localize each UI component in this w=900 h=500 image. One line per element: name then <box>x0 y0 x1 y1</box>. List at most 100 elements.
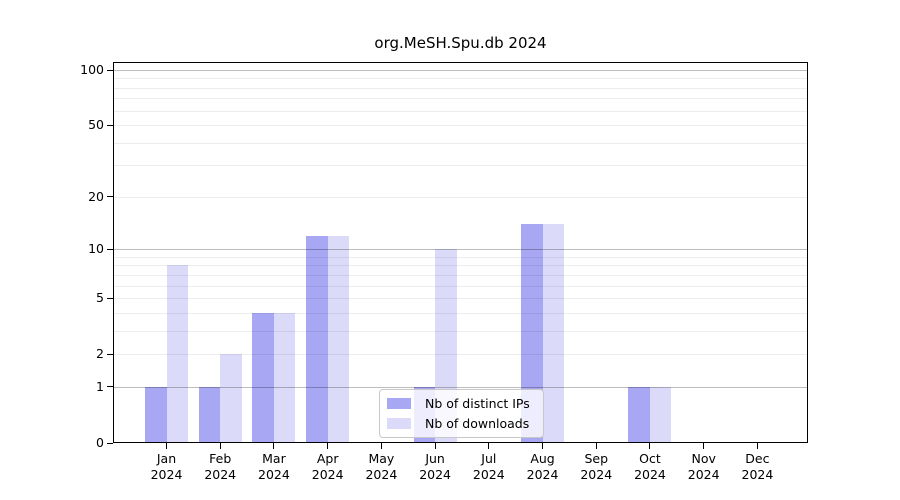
bar-distinct-ips-feb <box>198 386 221 443</box>
y-tick-mark-2 <box>107 353 113 355</box>
x-tick-label-month: Jul <box>481 451 497 466</box>
gridline-major-10 <box>114 249 807 251</box>
x-tick-label-year: 2024 <box>687 467 720 482</box>
bar-distinct-ips-mar <box>252 312 274 443</box>
y-tick-mark-100 <box>107 69 113 71</box>
y-tick-label-1: 1 <box>96 378 104 394</box>
y-tick-mark-20 <box>107 196 113 198</box>
x-tick-label-feb: Feb 2024 <box>190 451 250 483</box>
x-tick-label-year: 2024 <box>472 467 505 482</box>
x-tick-label-jan: Jan 2024 <box>137 451 197 483</box>
legend: Nb of distinct IPs Nb of downloads <box>379 389 544 438</box>
bar-downloads-jan <box>166 265 188 443</box>
gridline-minor-8 <box>114 265 807 267</box>
gridline-minor-60 <box>114 110 807 112</box>
gridline-minor-6 <box>114 285 807 287</box>
x-tick-label-year: 2024 <box>311 467 344 482</box>
x-tick-label-month: Feb <box>209 451 232 466</box>
bar-downloads-apr <box>327 235 350 443</box>
bar-distinct-ips-jan <box>145 386 167 443</box>
x-tick-label-month: Nov <box>691 451 716 466</box>
chart-title: org.MeSH.Spu.db 2024 <box>374 34 547 52</box>
gridline-major-100 <box>114 70 807 71</box>
x-tick-mark-aug <box>542 443 544 449</box>
y-tick-label-10: 10 <box>88 241 104 257</box>
gridline-minor-30 <box>114 165 807 167</box>
gridline-major-1 <box>114 386 807 388</box>
gridline-minor-80 <box>114 87 807 89</box>
x-tick-mark-mar <box>273 443 275 449</box>
legend-label-downloads: Nb of downloads <box>425 415 530 431</box>
plot-area <box>113 62 808 443</box>
gridline-minor-4 <box>114 312 807 314</box>
bar-downloads-aug <box>542 224 565 443</box>
gridline-minor-40 <box>114 142 807 144</box>
x-tick-label-month: Dec <box>745 451 770 466</box>
gridline-minor-3 <box>114 330 807 332</box>
y-tick-mark-5 <box>107 297 113 299</box>
x-tick-mark-jun <box>434 443 436 449</box>
y-tick-label-20: 20 <box>88 188 104 204</box>
bar-downloads-feb <box>220 354 242 443</box>
x-tick-label-year: 2024 <box>634 467 666 482</box>
x-tick-label-year: 2024 <box>150 467 183 482</box>
x-tick-label-month: Jan <box>156 451 177 466</box>
x-tick-label-year: 2024 <box>580 467 613 482</box>
x-tick-label-nov: Nov 2024 <box>674 451 734 483</box>
x-tick-mark-sep <box>595 443 597 449</box>
x-tick-label-apr: Apr 2024 <box>298 451 358 483</box>
x-tick-label-oct: Oct 2024 <box>620 451 680 483</box>
bar-downloads-mar <box>273 312 296 443</box>
x-tick-mark-may <box>380 443 382 449</box>
x-tick-mark-nov <box>703 443 705 449</box>
gridline-minor-90 <box>114 78 807 80</box>
x-tick-label-year: 2024 <box>258 467 290 482</box>
y-tick-mark-10 <box>107 248 113 250</box>
y-tick-mark-50 <box>107 124 113 126</box>
y-tick-label-100: 100 <box>80 62 104 77</box>
x-tick-label-year: 2024 <box>365 467 398 482</box>
x-tick-label-month: Mar <box>262 451 286 466</box>
x-tick-label-aug: Aug 2024 <box>513 451 573 483</box>
x-tick-label-month: Apr <box>316 451 339 466</box>
x-tick-mark-jan <box>166 443 167 449</box>
legend-row-downloads: Nb of downloads <box>387 416 539 431</box>
x-tick-label-jul: Jul 2024 <box>459 451 519 483</box>
y-tick-mark-1 <box>107 386 113 388</box>
gridline-minor-50 <box>114 125 807 127</box>
x-tick-label-month: May <box>368 451 395 466</box>
x-tick-mark-dec <box>756 443 758 449</box>
gridline-minor-2 <box>114 354 807 356</box>
x-tick-label-month: Sep <box>584 451 609 466</box>
x-tick-label-month: Aug <box>530 451 555 466</box>
gridline-minor-5 <box>114 298 807 300</box>
x-tick-mark-oct <box>649 443 651 449</box>
y-tick-label-2: 2 <box>96 346 104 362</box>
gridline-minor-9 <box>114 256 807 258</box>
bar-downloads-oct <box>649 386 672 443</box>
x-tick-mark-apr <box>327 443 329 449</box>
gridline-minor-70 <box>114 98 807 100</box>
x-tick-label-month: Jun <box>425 451 445 466</box>
x-tick-mark-feb <box>219 443 221 449</box>
x-tick-label-year: 2024 <box>419 467 451 482</box>
x-tick-label-year: 2024 <box>741 467 774 482</box>
x-tick-label-sep: Sep 2024 <box>566 451 626 483</box>
bar-distinct-ips-oct <box>628 386 650 443</box>
y-tick-label-5: 5 <box>96 290 104 306</box>
y-tick-mark-0 <box>107 442 113 444</box>
legend-swatch-distinct-ips <box>387 398 411 410</box>
legend-label-distinct-ips: Nb of distinct IPs <box>425 396 530 412</box>
bar-distinct-ips-aug <box>521 224 543 443</box>
x-tick-label-may: May 2024 <box>351 451 411 483</box>
y-tick-label-0: 0 <box>96 435 104 450</box>
x-tick-label-month: Oct <box>639 451 661 466</box>
y-tick-label-50: 50 <box>88 117 104 133</box>
x-tick-label-year: 2024 <box>204 467 237 482</box>
gridline-minor-7 <box>114 274 807 276</box>
legend-row-distinct-ips: Nb of distinct IPs <box>387 396 539 411</box>
x-tick-mark-jul <box>488 443 490 449</box>
legend-swatch-downloads <box>387 417 411 429</box>
bar-distinct-ips-apr <box>306 235 328 443</box>
